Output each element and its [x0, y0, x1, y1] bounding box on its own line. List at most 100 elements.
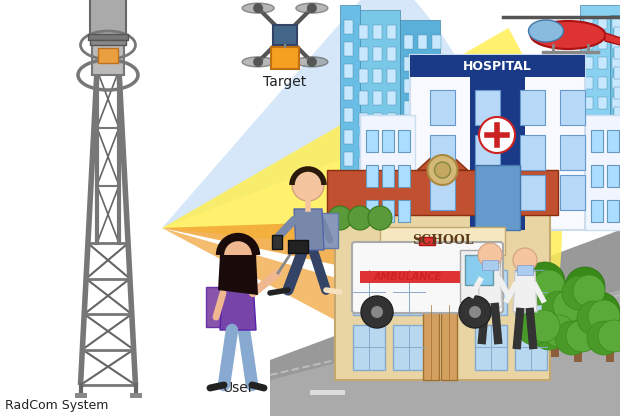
Circle shape — [361, 296, 393, 328]
Bar — [373, 113, 382, 127]
Bar — [465, 255, 493, 285]
Bar — [432, 79, 441, 93]
Bar — [420, 359, 455, 364]
Bar — [432, 145, 441, 159]
Circle shape — [573, 275, 605, 307]
Bar — [271, 47, 299, 69]
Bar — [475, 175, 500, 210]
Bar — [515, 325, 547, 370]
Bar — [355, 10, 400, 185]
Bar — [596, 330, 604, 342]
Bar — [598, 17, 607, 29]
Bar — [584, 157, 593, 169]
Bar — [614, 47, 620, 59]
Bar — [398, 130, 410, 152]
Circle shape — [328, 206, 352, 230]
Bar — [310, 390, 345, 395]
Bar — [98, 48, 118, 63]
Text: SCHOOL: SCHOOL — [412, 235, 473, 248]
Text: RadCom System: RadCom System — [5, 399, 108, 412]
Circle shape — [307, 3, 317, 13]
Bar — [404, 79, 413, 93]
Bar — [584, 97, 593, 109]
Polygon shape — [162, 0, 479, 228]
Bar — [366, 130, 378, 152]
Circle shape — [368, 206, 392, 230]
Polygon shape — [162, 228, 469, 378]
Polygon shape — [270, 320, 620, 416]
Circle shape — [545, 282, 585, 322]
Bar — [344, 64, 353, 78]
Bar — [273, 25, 297, 45]
Bar — [373, 47, 382, 61]
Polygon shape — [162, 215, 542, 307]
Circle shape — [598, 320, 620, 352]
Ellipse shape — [242, 57, 274, 67]
Bar — [418, 101, 427, 115]
Bar — [612, 137, 620, 149]
Bar — [393, 325, 425, 370]
Circle shape — [469, 306, 481, 318]
Bar — [373, 91, 382, 105]
Bar — [400, 20, 440, 175]
Polygon shape — [270, 230, 620, 416]
Bar — [430, 90, 455, 125]
Polygon shape — [218, 255, 258, 295]
Circle shape — [525, 262, 565, 302]
Circle shape — [220, 237, 256, 273]
Bar — [373, 157, 382, 171]
Circle shape — [528, 310, 560, 342]
Bar — [475, 165, 520, 230]
Bar — [475, 90, 500, 125]
Bar — [404, 57, 413, 71]
Bar — [585, 115, 620, 230]
Bar — [560, 90, 585, 125]
Bar — [614, 87, 620, 99]
Text: AMBULANCE: AMBULANCE — [373, 272, 441, 282]
Bar — [359, 113, 368, 127]
Bar — [344, 174, 353, 188]
Bar — [598, 57, 607, 69]
Circle shape — [535, 307, 575, 347]
Bar — [482, 260, 498, 270]
Circle shape — [478, 243, 502, 267]
Bar — [475, 344, 510, 349]
Bar — [418, 145, 427, 159]
Circle shape — [371, 306, 383, 318]
Bar — [398, 200, 410, 222]
Bar — [614, 127, 620, 139]
Bar — [515, 270, 547, 315]
Circle shape — [580, 292, 620, 332]
Circle shape — [459, 296, 491, 328]
Bar — [419, 237, 435, 245]
Polygon shape — [270, 290, 620, 416]
Bar — [561, 320, 569, 332]
Bar — [606, 350, 614, 362]
Ellipse shape — [296, 57, 328, 67]
Bar — [432, 35, 441, 49]
Polygon shape — [220, 282, 256, 330]
Bar — [584, 57, 593, 69]
Bar — [335, 215, 550, 380]
Circle shape — [428, 155, 458, 185]
Polygon shape — [417, 147, 467, 170]
Bar — [598, 157, 607, 169]
Circle shape — [348, 206, 372, 230]
Circle shape — [513, 248, 537, 272]
Bar — [551, 345, 559, 357]
Bar — [591, 165, 603, 187]
Bar — [612, 37, 620, 49]
Bar — [598, 97, 607, 109]
Bar — [530, 329, 565, 334]
Bar — [288, 240, 308, 253]
Ellipse shape — [296, 3, 328, 13]
Bar — [373, 135, 382, 149]
Bar — [584, 137, 593, 149]
Bar — [612, 57, 620, 69]
Bar — [410, 55, 585, 230]
Bar — [422, 305, 438, 380]
Circle shape — [522, 271, 556, 305]
Bar — [92, 40, 124, 75]
Bar — [418, 57, 427, 71]
Bar — [614, 27, 620, 39]
